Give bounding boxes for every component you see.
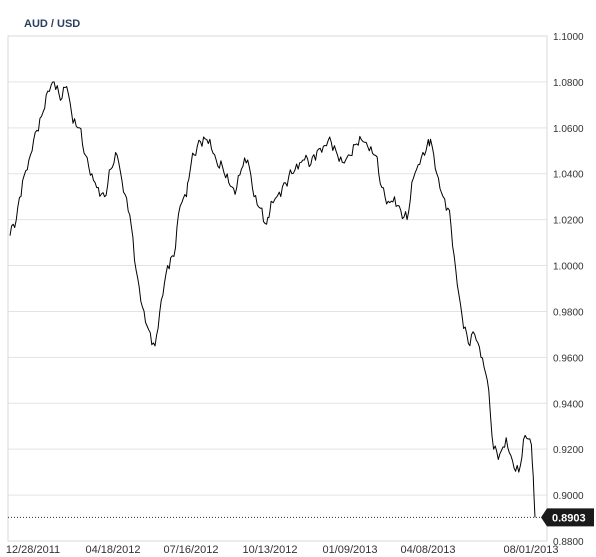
last-value-marker: 0.8903 [8,508,594,527]
y-tick-label: 1.0800 [553,78,584,89]
y-tick-label: 1.1000 [553,32,584,43]
series-layer [9,81,536,518]
x-tick-label: 10/13/2012 [242,544,297,556]
y-tick-label: 1.0000 [553,262,584,273]
y-tick-label: 0.8800 [553,537,584,548]
grid [8,35,547,542]
y-tick-label: 1.0600 [553,124,584,135]
chart-title: AUD / USD [24,18,80,30]
x-tick-label: 12/28/2011 [6,544,60,556]
y-tick-label: 1.0400 [553,170,584,181]
series-line [9,81,536,518]
x-tick-label: 01/09/2013 [322,544,377,556]
x-tick-label: 07/16/2012 [163,544,218,556]
y-tick-label: 0.9200 [553,445,584,456]
x-tick-label: 04/18/2012 [85,544,140,556]
last-value-label: 0.8903 [552,512,586,524]
plot-frame [7,35,548,542]
y-tick-label: 0.9400 [553,399,584,410]
last-value-box [541,508,594,527]
x-tick-label: 04/08/2013 [400,544,455,556]
y-axis: 1.1000 1.0800 1.0600 1.0400 1.0200 1.0000 0.98… [553,32,584,548]
y-tick-label: 0.9800 [553,307,584,318]
x-axis: 12/28/2011 04/18/2012 07/16/2012 10/13/2012… [6,544,559,556]
y-tick-label: 1.0200 [553,216,584,227]
x-tick-label: 08/01/2013 [503,544,558,556]
y-tick-label: 0.9000 [553,491,584,502]
y-tick-label: 0.9600 [553,353,584,364]
